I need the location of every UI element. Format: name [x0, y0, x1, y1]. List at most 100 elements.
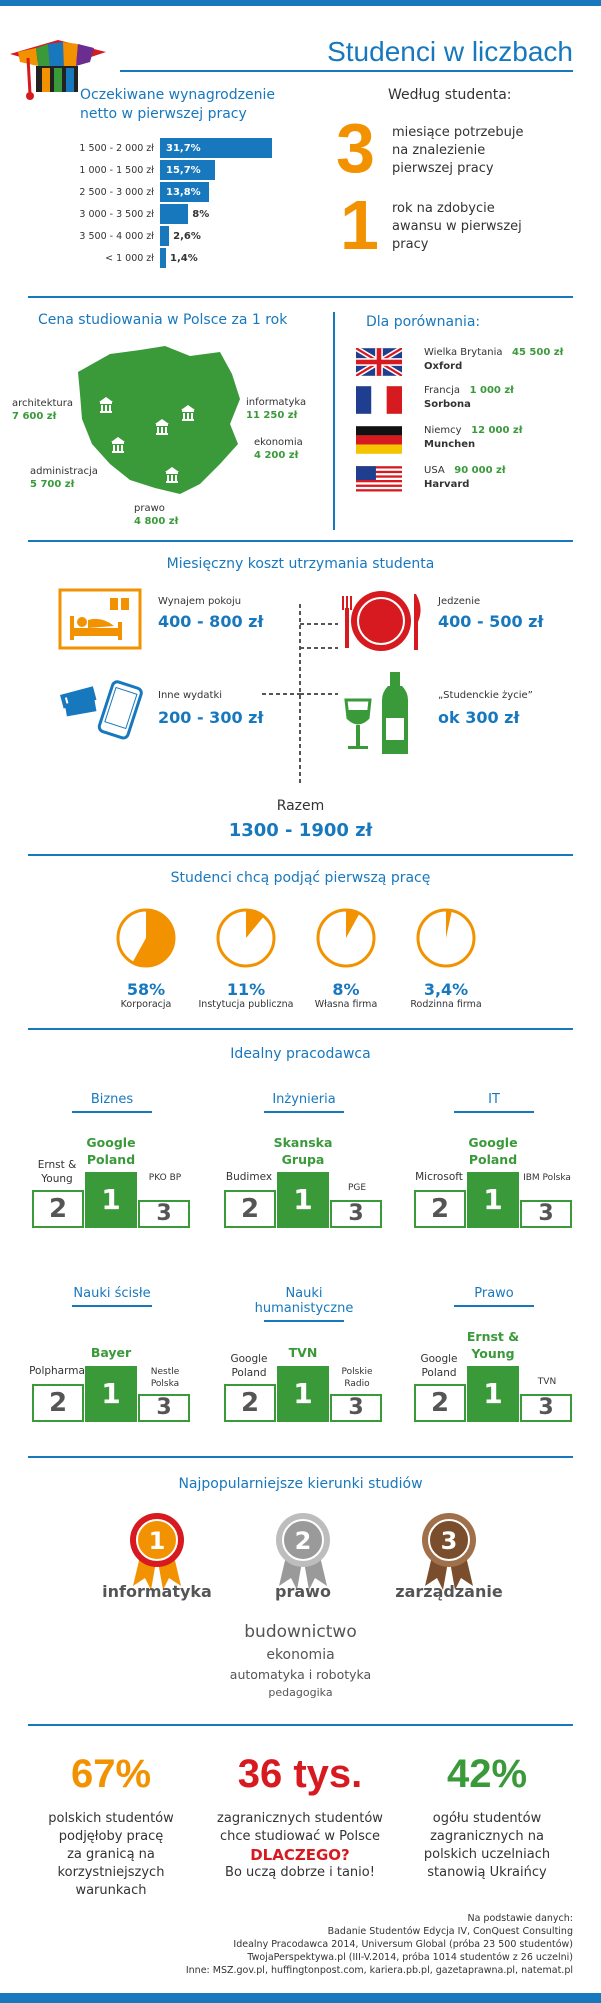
stat-number-1: 36 tys.: [237, 1752, 363, 1796]
second-place-box: 2: [414, 1190, 466, 1228]
second-place-name: Google Poland: [230, 1353, 268, 1379]
first-job-pie-charts: [116, 908, 476, 968]
salary-bar-value: 2,6%: [173, 230, 201, 242]
rent-value: 400 - 800 zł: [158, 612, 264, 631]
monthly-title: Miesięczny koszt utrzymania studenta: [166, 556, 435, 572]
compare-row-france: Francja 1 000 zł Sorbona: [356, 384, 576, 418]
first-place-box: 1: [85, 1172, 137, 1228]
pie-slice: [346, 910, 360, 938]
stat-text-1: zagranicznych studentów chce studiować w …: [217, 1811, 383, 1880]
rent-label: Wynajem pokoju: [158, 596, 242, 607]
third-place-name: PKO BP: [148, 1173, 182, 1183]
medal-field-name: informatyka: [102, 1582, 212, 1601]
big-number-1: 1: [340, 186, 379, 264]
employer-category: Prawo: [434, 1286, 554, 1307]
divider: [28, 296, 573, 298]
employer-podium: TVN Google Poland Polskie Radio 2 1 3: [222, 1326, 392, 1456]
field-rest-1: ekonomia: [266, 1647, 335, 1663]
first-place-name: Ernst & Young: [466, 1329, 520, 1361]
student-text-2: rok na zdobycie awansu w pierwszej pracy: [392, 201, 522, 252]
employer-podium: Ernst & Young Google Poland TVN 2 1 3: [412, 1326, 582, 1456]
student-text-1: miesiące potrzebuje na znalezienie pierw…: [392, 125, 524, 176]
other-value: 200 - 300 zł: [158, 708, 264, 727]
first-place-name: Skanska Grupa: [273, 1135, 333, 1167]
pie-label-1: 11% Instytucja publiczna: [198, 980, 294, 1010]
salary-bar-row: < 1 000 zł 1,4%: [60, 248, 198, 268]
salary-bar-value: 31,7%: [166, 142, 201, 154]
second-place-name: Google Poland: [420, 1353, 458, 1379]
employer-category: Inżynieria: [244, 1092, 364, 1113]
salary-bar-row: 1 500 - 2 000 zł 31,7%: [60, 138, 272, 158]
third-place-name: Polskie Radio: [341, 1367, 373, 1389]
other-label: Inne wydatki: [158, 690, 223, 701]
fields-title: Najpopularniejsze kierunki studiów: [178, 1476, 423, 1492]
medal-3-icon: 3: [419, 1512, 479, 1596]
salary-bar-row: 3 000 - 3 500 zł 8%: [60, 204, 209, 224]
compare-row-germany: Niemcy 12 000 zł Munchen: [356, 424, 576, 458]
compare-row-uk: Wielka Brytania 45 500 zł Oxford: [356, 346, 576, 380]
pie-label-0: 58% Korporacja: [120, 980, 172, 1010]
salary-bar-label: < 1 000 zł: [105, 252, 154, 264]
cost-connector-lines: [262, 604, 338, 785]
employer-category: Nauki ścisłe: [52, 1286, 172, 1307]
divider: [28, 854, 573, 856]
first-place-box: 1: [277, 1172, 329, 1228]
second-place-name: Ernst & Young: [37, 1159, 77, 1185]
compare-title: Dla porównania:: [366, 314, 481, 330]
second-place-name: Polpharma: [29, 1365, 85, 1377]
plate-icon: [342, 591, 421, 651]
third-place-box: 3: [520, 1394, 572, 1422]
second-place-box: 2: [224, 1384, 276, 1422]
first-place-name: TVN: [288, 1345, 318, 1360]
salary-bar-label: 3 000 - 3 500 zł: [79, 208, 154, 220]
title-underline: [120, 70, 573, 72]
sources: Na podstawie danych: Badanie Studentów E…: [185, 1913, 573, 1976]
medal-1-icon: 1: [127, 1512, 187, 1596]
employer-podium: Skanska Grupa Budimex PGE 2 1 3: [222, 1132, 392, 1262]
employer-category: Nauki humanistyczne: [244, 1286, 364, 1322]
salary-bar-row: 3 500 - 4 000 zł 2,6%: [60, 226, 201, 246]
salary-bar-label: 1 500 - 2 000 zł: [79, 142, 154, 154]
employer-podium: Google Poland Ernst & Young PKO BP 2 1 3: [30, 1132, 200, 1262]
life-label: „Studenckie życie”: [438, 690, 533, 701]
second-place-name: Budimex: [225, 1171, 273, 1183]
pie-slice: [246, 910, 264, 938]
salary-bar-value: 1,4%: [170, 252, 198, 264]
wine-icon: [344, 672, 408, 754]
salary-bar-row: 2 500 - 3 000 zł 13,8%: [60, 182, 209, 202]
second-place-box: 2: [32, 1190, 84, 1228]
second-place-box: 2: [224, 1190, 276, 1228]
medal-field-name: prawo: [275, 1582, 331, 1601]
stat-number-0: 67%: [70, 1752, 152, 1796]
salary-bar: [160, 226, 170, 246]
food-value: 400 - 500 zł: [438, 612, 544, 631]
second-place-name: Microsoft: [415, 1171, 463, 1183]
first-place-box: 1: [467, 1172, 519, 1228]
field-rest-3: pedagogika: [268, 1686, 333, 1699]
salary-bar-value: 8%: [192, 208, 210, 220]
medal-rank: 1: [149, 1527, 166, 1555]
medal-field-name: zarządzanie: [395, 1582, 503, 1601]
vertical-divider: [333, 312, 335, 530]
poland-map-icon: [78, 346, 240, 494]
first-place-name: Google Poland: [86, 1135, 136, 1167]
first-place-name: Bayer: [90, 1345, 132, 1360]
salary-bar-value: 13,8%: [166, 186, 201, 198]
salary-bar-label: 2 500 - 3 000 zł: [79, 186, 154, 198]
stat-text-0: polskich studentów podjęłoby pracę za gran…: [48, 1811, 174, 1898]
salary-bar-label: 1 000 - 1 500 zł: [79, 164, 154, 176]
graduation-cap-icon: [10, 40, 106, 100]
salary-bar-label: 3 500 - 4 000 zł: [79, 230, 154, 242]
first-place-box: 1: [85, 1366, 137, 1422]
third-place-name: TVN: [537, 1377, 557, 1387]
employer-podium: Bayer Polpharma Nestle Polska 2 1 3: [29, 1326, 200, 1456]
salary-bar: [160, 204, 189, 224]
life-value: ok 300 zł: [438, 708, 520, 727]
pie-label-2: 8% Własna firma: [314, 980, 378, 1010]
salary-bar: 31,7%: [160, 138, 272, 158]
first-place-box: 1: [277, 1366, 329, 1422]
third-place-box: 3: [138, 1394, 190, 1422]
third-place-box: 3: [138, 1200, 190, 1228]
student-title: Według studenta:: [388, 87, 512, 103]
top-border: [0, 0, 601, 6]
